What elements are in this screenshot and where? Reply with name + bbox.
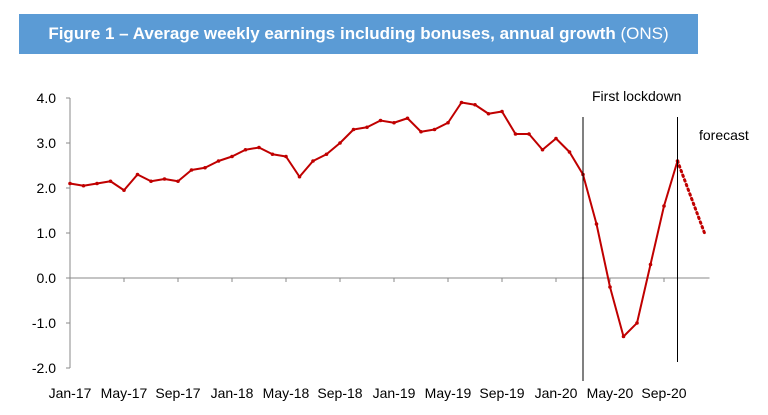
x-tick-label: Jan-17 (49, 385, 92, 401)
y-tick-label: 3.0 (37, 135, 57, 151)
y-tick-label: -1.0 (32, 315, 56, 331)
data-point (527, 132, 531, 136)
earnings-growth-line (69, 101, 679, 338)
data-point (270, 152, 275, 157)
data-point (594, 222, 599, 226)
data-point (419, 129, 423, 134)
forecast-annotation: forecast (699, 127, 749, 143)
data-point (176, 179, 180, 184)
chart-title: Figure 1 – Average weekly earnings inclu… (48, 24, 616, 43)
y-tick-label: 2.0 (37, 180, 57, 196)
data-point (351, 127, 356, 132)
data-point (621, 334, 626, 339)
y-tick-label: 1.0 (37, 225, 57, 241)
chart-title-bar: Figure 1 – Average weekly earnings inclu… (19, 14, 698, 54)
data-point (567, 150, 572, 154)
x-tick-label: Sep-18 (317, 385, 362, 401)
data-point (554, 136, 558, 141)
data-point (243, 147, 248, 152)
data-point (378, 118, 383, 123)
chart-axes (69, 98, 710, 368)
x-tick-label: Sep-17 (155, 385, 200, 401)
y-tick-label: 4.0 (37, 90, 57, 106)
data-point (108, 179, 113, 184)
x-tick-label: May-20 (587, 385, 634, 401)
chart-title-source: (ONS) (620, 24, 669, 43)
data-point (149, 179, 153, 184)
data-point (216, 159, 221, 163)
data-point (392, 120, 396, 125)
series-lines (68, 100, 706, 339)
data-point (122, 188, 126, 193)
data-point (95, 181, 99, 186)
x-tick-label: May-18 (263, 385, 310, 401)
data-point (662, 204, 666, 208)
data-point (68, 181, 72, 186)
x-tick-label: Jan-19 (373, 385, 416, 401)
data-point (284, 154, 288, 159)
data-point (635, 321, 639, 325)
y-tick-label: -2.0 (32, 360, 56, 376)
data-point (257, 145, 261, 150)
x-tick-label: Jan-18 (211, 385, 254, 401)
data-point (513, 132, 518, 136)
lockdown-annotation: First lockdown (592, 88, 681, 104)
x-tick-label: May-19 (425, 385, 472, 401)
data-point (648, 262, 653, 267)
data-point (297, 174, 302, 179)
data-point (446, 120, 450, 125)
data-point (230, 154, 234, 159)
x-tick-label: Sep-19 (479, 385, 524, 401)
chart-annotations: First lockdown forecast (582, 88, 749, 381)
data-point (81, 183, 86, 188)
data-point (486, 111, 491, 116)
data-point (500, 109, 504, 114)
data-point (365, 125, 369, 130)
data-point (162, 177, 167, 181)
data-point (473, 102, 477, 107)
data-point (608, 285, 612, 289)
data-point (338, 141, 342, 145)
x-tick-label: May-17 (101, 385, 148, 401)
x-axis-ticks: Jan-17 May-17 Sep-17 Jan-18 May-18 Sep-18 Jan-… (49, 278, 687, 401)
data-point (432, 127, 437, 132)
data-point (540, 147, 545, 152)
data-point (203, 165, 207, 170)
x-tick-label: Jan-20 (535, 385, 578, 401)
data-point (405, 116, 410, 121)
data-point (459, 100, 464, 105)
forecast-line (676, 159, 706, 235)
data-point (189, 168, 194, 172)
data-point (324, 152, 329, 157)
x-tick-label: Sep-20 (641, 385, 686, 401)
data-point (135, 172, 140, 177)
y-tick-label: 0.0 (37, 270, 57, 286)
y-axis-ticks: 4.0 3.0 2.0 1.0 0.0 -1.0 -2.0 (32, 90, 70, 376)
data-point (311, 159, 315, 163)
